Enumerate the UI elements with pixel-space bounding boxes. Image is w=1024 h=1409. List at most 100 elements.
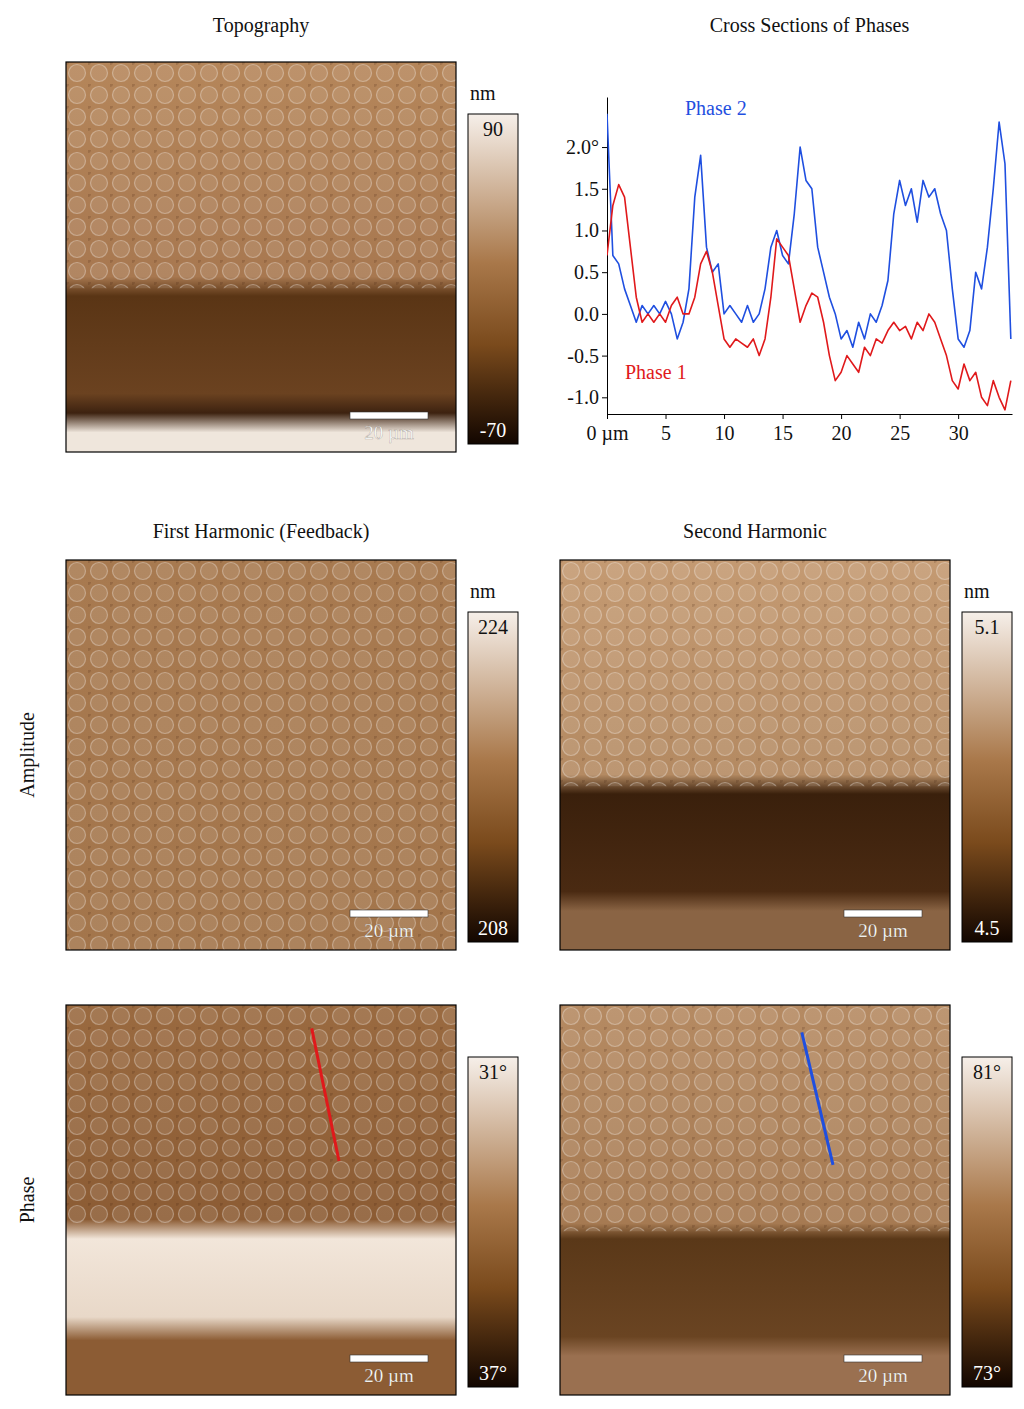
colorbar [468, 612, 518, 942]
series-label: Phase 2 [685, 97, 747, 119]
image [66, 62, 456, 452]
x-tick-label: 20 [832, 422, 852, 444]
scale-bar [350, 910, 428, 917]
image-area [560, 560, 950, 950]
x-tick-mark [958, 414, 959, 419]
y-tick-label: 1.0 [574, 219, 599, 241]
image-panel-group: 20 µm 208 224 nm [66, 560, 518, 950]
y-tick-mark [602, 147, 607, 148]
x-tick-mark [841, 414, 842, 419]
y-tick-mark [602, 272, 607, 273]
colorbar-tick-label: 37° [479, 1362, 507, 1384]
x-tick: 30 [949, 414, 969, 444]
y-tick: 1.5 [574, 178, 607, 200]
y-tick-mark [602, 230, 607, 231]
x-tick-mark [900, 414, 901, 419]
row-label: Phase [16, 1177, 38, 1224]
row-label: Amplitude [16, 712, 39, 798]
colorbar [962, 1057, 1012, 1387]
scale-bar [844, 1355, 922, 1362]
x-tick: 5 [661, 414, 671, 444]
y-tick-label: 0.5 [574, 261, 599, 283]
column-title: First Harmonic (Feedback) [153, 520, 370, 543]
series-label: Phase 1 [625, 361, 687, 383]
image [66, 1005, 456, 1395]
x-tick-label: 10 [715, 422, 735, 444]
image-texture [560, 1005, 950, 1231]
image-area [66, 62, 456, 452]
x-tick: 20 [832, 414, 852, 444]
y-tick: 1.0 [574, 219, 607, 241]
image-panel-group: 20 µm 73° 81° [560, 1005, 1012, 1395]
image-panel-group: 20 µm -70 90 nm Topography [66, 14, 518, 452]
colorbar-unit: nm [470, 580, 496, 602]
x-axis-line [608, 414, 1013, 415]
y-axis: -1.0 -0.5 0.0 0.5 1.0 1.5 2.0° [566, 98, 608, 415]
image-frame [66, 560, 456, 950]
scale-bar-label: 20 µm [858, 920, 908, 941]
colorbar-tick-label: 31° [479, 1061, 507, 1083]
x-tick-mark [783, 414, 784, 419]
y-tick-label: -0.5 [567, 345, 599, 367]
image-frame [560, 1005, 950, 1395]
image-texture [560, 560, 950, 786]
x-tick: 10 [715, 414, 735, 444]
colorbar-unit: nm [470, 82, 496, 104]
image [560, 1005, 950, 1395]
colorbar-tick-label: 5.1 [975, 616, 1000, 638]
colorbar-tick-label: 208 [478, 917, 508, 939]
y-tick: 0.5 [574, 261, 607, 283]
image-frame [66, 62, 456, 452]
x-tick-mark [724, 414, 725, 419]
panel-title: Topography [213, 14, 309, 37]
profile-line [312, 1028, 339, 1161]
figure: 20 µm-7090nmTopography20 µm208224nm20 µm… [0, 0, 1024, 1409]
x-tick: 15 [773, 414, 793, 444]
colorbar-unit: nm [964, 580, 990, 602]
image-frame [560, 560, 950, 950]
plot-area [607, 114, 1011, 410]
scale-bar-label: 20 µm [858, 1365, 908, 1386]
image-frame [66, 1005, 456, 1395]
x-tick: 25 [890, 414, 910, 444]
colorbar-tick-label: 73° [973, 1362, 1001, 1384]
series-line [607, 185, 1011, 410]
scale-bar [844, 910, 922, 917]
image-texture [66, 62, 456, 288]
chart-title: Cross Sections of Phases [710, 14, 910, 36]
colorbar [468, 114, 518, 444]
y-tick-label: 0.0 [574, 303, 599, 325]
x-axis: 0 µm 5 10 15 20 25 30 [586, 414, 1012, 445]
image-texture [66, 1005, 456, 1223]
x-tick-label: 5 [661, 422, 671, 444]
colorbar-tick-label: 224 [478, 616, 508, 638]
y-tick: -0.5 [567, 345, 607, 367]
x-tick-label: 15 [773, 422, 793, 444]
image-texture [66, 560, 456, 950]
x-tick-label: 25 [890, 422, 910, 444]
colorbar-tick-label: 90 [483, 118, 503, 140]
x-tick: 0 µm [586, 414, 629, 445]
colorbar-tick-label: 81° [973, 1061, 1001, 1083]
scale-bar-label: 20 µm [364, 920, 414, 941]
series-line [607, 114, 1011, 348]
x-tick-mark [666, 414, 667, 419]
image-panel-group: 20 µm37°31° [66, 1005, 518, 1395]
y-tick-mark [602, 189, 607, 190]
scale-bar [350, 412, 428, 419]
y-tick-label: 1.5 [574, 178, 599, 200]
image-area [66, 1005, 456, 1395]
y-tick-mark [602, 397, 607, 398]
image [560, 560, 950, 950]
y-tick-label: 2.0° [566, 136, 599, 158]
y-tick-mark [602, 356, 607, 357]
colorbar-tick-label: 4.5 [975, 917, 1000, 939]
column-title: Second Harmonic [683, 520, 827, 542]
scale-bar-label: 20 µm [364, 422, 414, 443]
scale-bar [350, 1355, 428, 1362]
y-tick: -1.0 [567, 386, 607, 408]
colorbar-tick-label: -70 [480, 419, 507, 441]
profile-line [802, 1032, 833, 1165]
x-tick-label: 30 [949, 422, 969, 444]
y-tick-mark [602, 314, 607, 315]
